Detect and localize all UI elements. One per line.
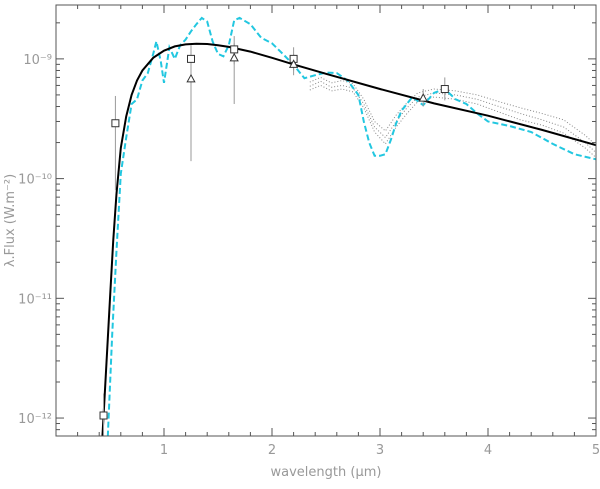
triangle-marker (288, 59, 299, 68)
triangle-marker (186, 73, 196, 83)
dotted-spectrum-line (309, 80, 596, 153)
square-marker (230, 45, 239, 54)
square-marker (187, 54, 195, 63)
triangle-marker (229, 52, 239, 62)
y-tick-label: 10⁻¹⁰ (18, 173, 52, 188)
x-tick-label: 1 (160, 443, 168, 458)
plot-frame (55, 4, 597, 437)
square-marker (99, 411, 108, 420)
y-tick-label: 10⁻¹² (18, 412, 52, 427)
model-dashed-curve (106, 16, 596, 436)
dotted-spectrum-line (309, 84, 596, 158)
y-tick-label: 10⁻⁹ (23, 53, 52, 68)
x-tick-label: 4 (484, 443, 492, 458)
x-tick-label: 5 (592, 443, 600, 458)
x-axis-label: wavelength (μm) (271, 465, 382, 480)
x-tick-label: 2 (268, 443, 276, 458)
triangle-marker (418, 93, 428, 102)
ticks-layer: 1 2 3 4 5 10⁻¹² 10⁻¹¹ 10⁻¹⁰ 10⁻⁹ (18, 5, 600, 458)
blackbody-curve (101, 42, 596, 436)
y-axis-label: λ.Flux (W.m⁻²) (3, 174, 18, 267)
plot-layer (99, 16, 596, 436)
square-marker (440, 85, 449, 94)
y-tick-label: 10⁻¹¹ (18, 292, 52, 307)
square-marker (111, 119, 120, 128)
x-tick-label: 3 (376, 443, 384, 458)
